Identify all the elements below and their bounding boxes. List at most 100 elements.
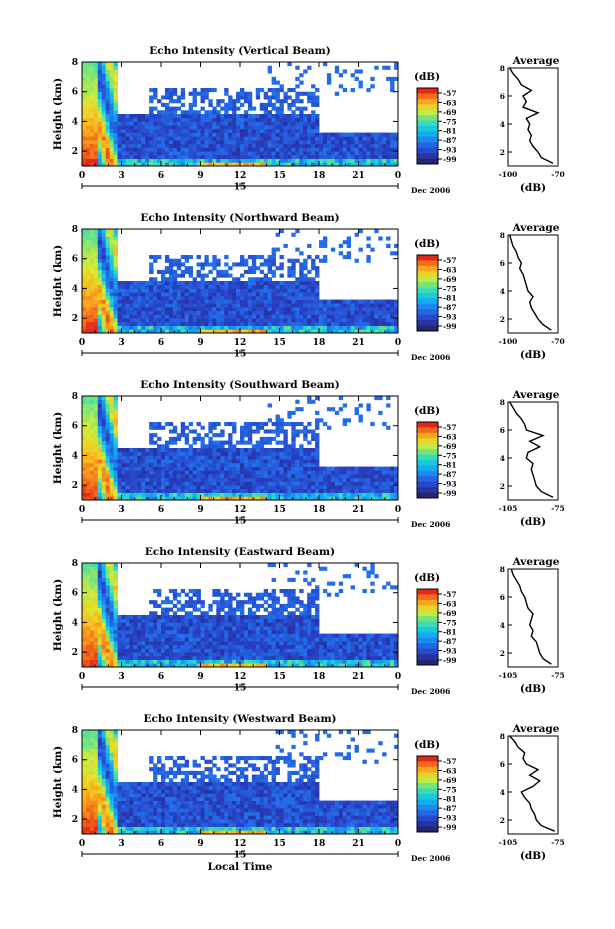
colorbar-tick-label: -87: [443, 303, 457, 312]
x-tick-label: 18: [313, 672, 326, 682]
colorbar-swatch: [417, 293, 438, 299]
colorbar-swatch: [417, 637, 438, 644]
x-tick-label: 15: [273, 505, 286, 515]
colorbar-swatch: [417, 276, 438, 283]
x-tick-label: 9: [197, 672, 203, 682]
colorbar-tick-label: -99: [443, 322, 457, 331]
y-axis-label: Height (km): [52, 78, 64, 150]
x-tick-label: 18: [313, 171, 326, 181]
colorbar-tick-label: -63: [443, 766, 457, 775]
y-tick-label: 6: [72, 422, 78, 432]
x-tick-label: 12: [234, 672, 247, 682]
x-tick-label: 15: [273, 338, 286, 348]
profile-series-line: [509, 234, 552, 331]
colorbar-swatch: [417, 492, 438, 499]
x-tick-label: 6: [158, 839, 164, 849]
x-tick-label: 9: [197, 171, 203, 181]
colorbar-swatch: [417, 643, 438, 650]
heatmap-cells: [82, 563, 399, 668]
colorbar-swatch: [417, 320, 438, 326]
y-tick-label: 8: [72, 559, 78, 569]
colorbar-tick-label: -99: [443, 155, 457, 164]
colorbar-swatch: [417, 438, 438, 445]
panel-5: Echo Intensity (Westward Beam) Height (km…: [52, 713, 565, 873]
heatmap-cells: [82, 229, 399, 334]
date-label: Dec 2006: [411, 520, 450, 529]
colorbar-unit-label: (dB): [414, 71, 440, 83]
colorbar-swatch: [417, 594, 438, 601]
profile-x-axis-label: (dB): [520, 850, 546, 862]
profile-x-tick-label: -75: [551, 504, 565, 513]
colorbar-tick-label: -57: [443, 423, 457, 432]
colorbar-tick-label: -69: [443, 442, 457, 451]
colorbar-swatch: [417, 826, 438, 833]
profile-y-tick-label: 4: [500, 788, 505, 797]
colorbar-frame: [416, 254, 439, 332]
colorbar-swatch: [417, 271, 438, 278]
colorbar-swatch: [417, 616, 438, 622]
profile-x-tick-label: -75: [551, 838, 565, 847]
colorbar-tick-label: -93: [443, 480, 457, 489]
colorbar-tick-label: -99: [443, 656, 457, 665]
profile-x-tick-label: -100: [499, 170, 518, 179]
profile-series-line: [509, 401, 554, 498]
colorbar-tick-label: -57: [443, 590, 457, 599]
x-tick-label: 12: [234, 338, 247, 348]
colorbar-swatch: [417, 589, 438, 595]
profile-title: Average: [512, 389, 560, 401]
colorbar-tick-label: -75: [443, 451, 457, 460]
y-tick-label: 6: [72, 255, 78, 265]
y-tick-label: 4: [72, 451, 78, 461]
colorbar-tick-label: -63: [443, 599, 457, 608]
colorbar-swatch: [417, 115, 438, 121]
colorbar-swatch: [417, 783, 438, 789]
y-tick-label: 8: [72, 726, 78, 736]
colorbar-swatch: [417, 260, 438, 267]
y-tick-label: 4: [72, 117, 78, 127]
profile-y-tick-label: 2: [500, 148, 505, 157]
profile-y-tick-label: 8: [500, 732, 505, 741]
colorbar-swatch: [417, 659, 438, 666]
x-tick-label: 6: [158, 672, 164, 682]
x-tick-label: 3: [118, 171, 124, 181]
colorbar-frame: [416, 755, 439, 833]
x-tick-label: 18: [313, 839, 326, 849]
x-tick-label: 0: [79, 338, 85, 348]
colorbar-swatch: [417, 427, 438, 434]
x-tick-label: 3: [118, 672, 124, 682]
profile-y-tick-label: 6: [500, 92, 505, 101]
colorbar-swatch: [417, 298, 438, 305]
colorbar-tick-label: -81: [443, 294, 457, 303]
colorbar-tick-label: -81: [443, 795, 457, 804]
colorbar-swatch: [417, 314, 438, 321]
profile-title: Average: [512, 723, 560, 735]
colorbar-unit-label: (dB): [414, 739, 440, 751]
x-tick-label: 18: [313, 505, 326, 515]
colorbar-swatch: [417, 136, 438, 143]
profile-y-tick-label: 2: [500, 315, 505, 324]
colorbar-swatch: [417, 98, 438, 105]
profile-x-tick-label: -100: [499, 337, 518, 346]
profile-x-axis-label: (dB): [520, 349, 546, 361]
date-label: Dec 2006: [411, 186, 450, 195]
x-tick-label: 12: [234, 839, 247, 849]
heatmap-title: Echo Intensity (Vertical Beam): [149, 45, 330, 57]
profile-series-line: [509, 735, 555, 832]
profile-x-tick-label: -70: [551, 170, 565, 179]
colorbar-tick-label: -81: [443, 127, 457, 136]
x-tick-label: 21: [352, 338, 365, 348]
colorbar-swatch: [417, 287, 438, 294]
profile-series-line: [509, 67, 554, 164]
x-tick-label: 9: [197, 505, 203, 515]
profile-y-tick-label: 8: [500, 64, 505, 73]
colorbar-swatch: [417, 815, 438, 822]
x-tick-label: 6: [158, 505, 164, 515]
colorbar-swatch: [417, 476, 438, 483]
colorbar-tick-label: -75: [443, 618, 457, 627]
colorbar-tick-label: -75: [443, 284, 457, 293]
profile-y-tick-label: 6: [500, 259, 505, 268]
heatmap-title: Echo Intensity (Westward Beam): [143, 713, 336, 725]
colorbar-swatch: [417, 454, 438, 461]
y-axis-label: Height (km): [52, 746, 64, 818]
colorbar-swatch: [417, 772, 438, 779]
